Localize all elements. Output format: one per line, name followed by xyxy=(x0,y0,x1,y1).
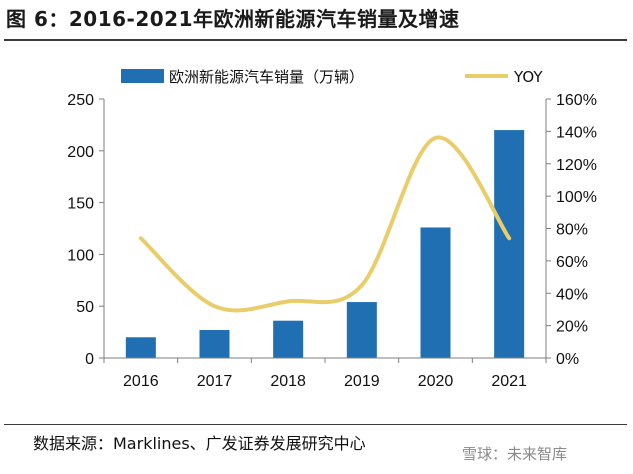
bar-2016 xyxy=(125,337,156,358)
figure-title: 图 6：2016-2021年欧洲新能源汽车销量及增速 xyxy=(6,7,460,31)
bar-2018 xyxy=(273,320,304,358)
right-tick-label: 60% xyxy=(556,254,588,271)
right-axis: 0% 20% 40% 60% 80% 100% 120% 140% 160% xyxy=(545,92,597,368)
right-tick-label: 100% xyxy=(556,189,597,206)
bar-series xyxy=(125,130,525,358)
source-note: 数据来源：Marklines、广发证券发展研究中心 xyxy=(33,434,366,453)
bar-2021 xyxy=(494,130,525,358)
x-tick-label: 2017 xyxy=(197,373,233,390)
x-tick-label: 2019 xyxy=(344,373,380,390)
bar-2020 xyxy=(420,227,451,358)
x-tick-label: 2018 xyxy=(270,373,306,390)
x-tick-label: 2021 xyxy=(491,373,527,390)
bar-2019 xyxy=(346,302,377,358)
legend-line-label: YOY xyxy=(513,68,543,86)
x-tick-label: 2016 xyxy=(123,373,159,390)
left-tick-label: 200 xyxy=(67,144,94,161)
right-tick-label: 80% xyxy=(556,222,588,239)
legend-bar-label: 欧洲新能源汽车销量（万辆） xyxy=(169,68,364,86)
left-axis: 0 50 100 150 200 250 xyxy=(67,92,105,368)
right-tick-label: 160% xyxy=(556,92,597,109)
watermark: 雪球：未来智库 xyxy=(462,445,568,463)
right-tick-label: 20% xyxy=(556,319,588,336)
yoy-line-series xyxy=(138,135,512,313)
right-tick-label: 120% xyxy=(556,157,597,174)
bottom-divider xyxy=(4,424,627,425)
legend-bar-swatch xyxy=(121,69,164,83)
yoy-line xyxy=(138,135,512,313)
x-tick-label: 2020 xyxy=(418,373,454,390)
right-tick-label: 0% xyxy=(556,351,579,368)
top-divider xyxy=(4,39,627,41)
left-tick-label: 150 xyxy=(67,196,94,213)
bar-2017 xyxy=(199,330,230,358)
x-axis: 2016 2017 2018 2019 2020 2021 xyxy=(103,357,547,390)
left-tick-label: 250 xyxy=(67,92,94,109)
right-tick-label: 40% xyxy=(556,286,588,303)
right-tick-label: 140% xyxy=(556,124,597,141)
left-tick-label: 0 xyxy=(85,351,94,368)
legend: 欧洲新能源汽车销量（万辆） YOY xyxy=(121,68,543,86)
left-tick-label: 100 xyxy=(67,247,94,264)
left-tick-label: 50 xyxy=(76,299,94,316)
